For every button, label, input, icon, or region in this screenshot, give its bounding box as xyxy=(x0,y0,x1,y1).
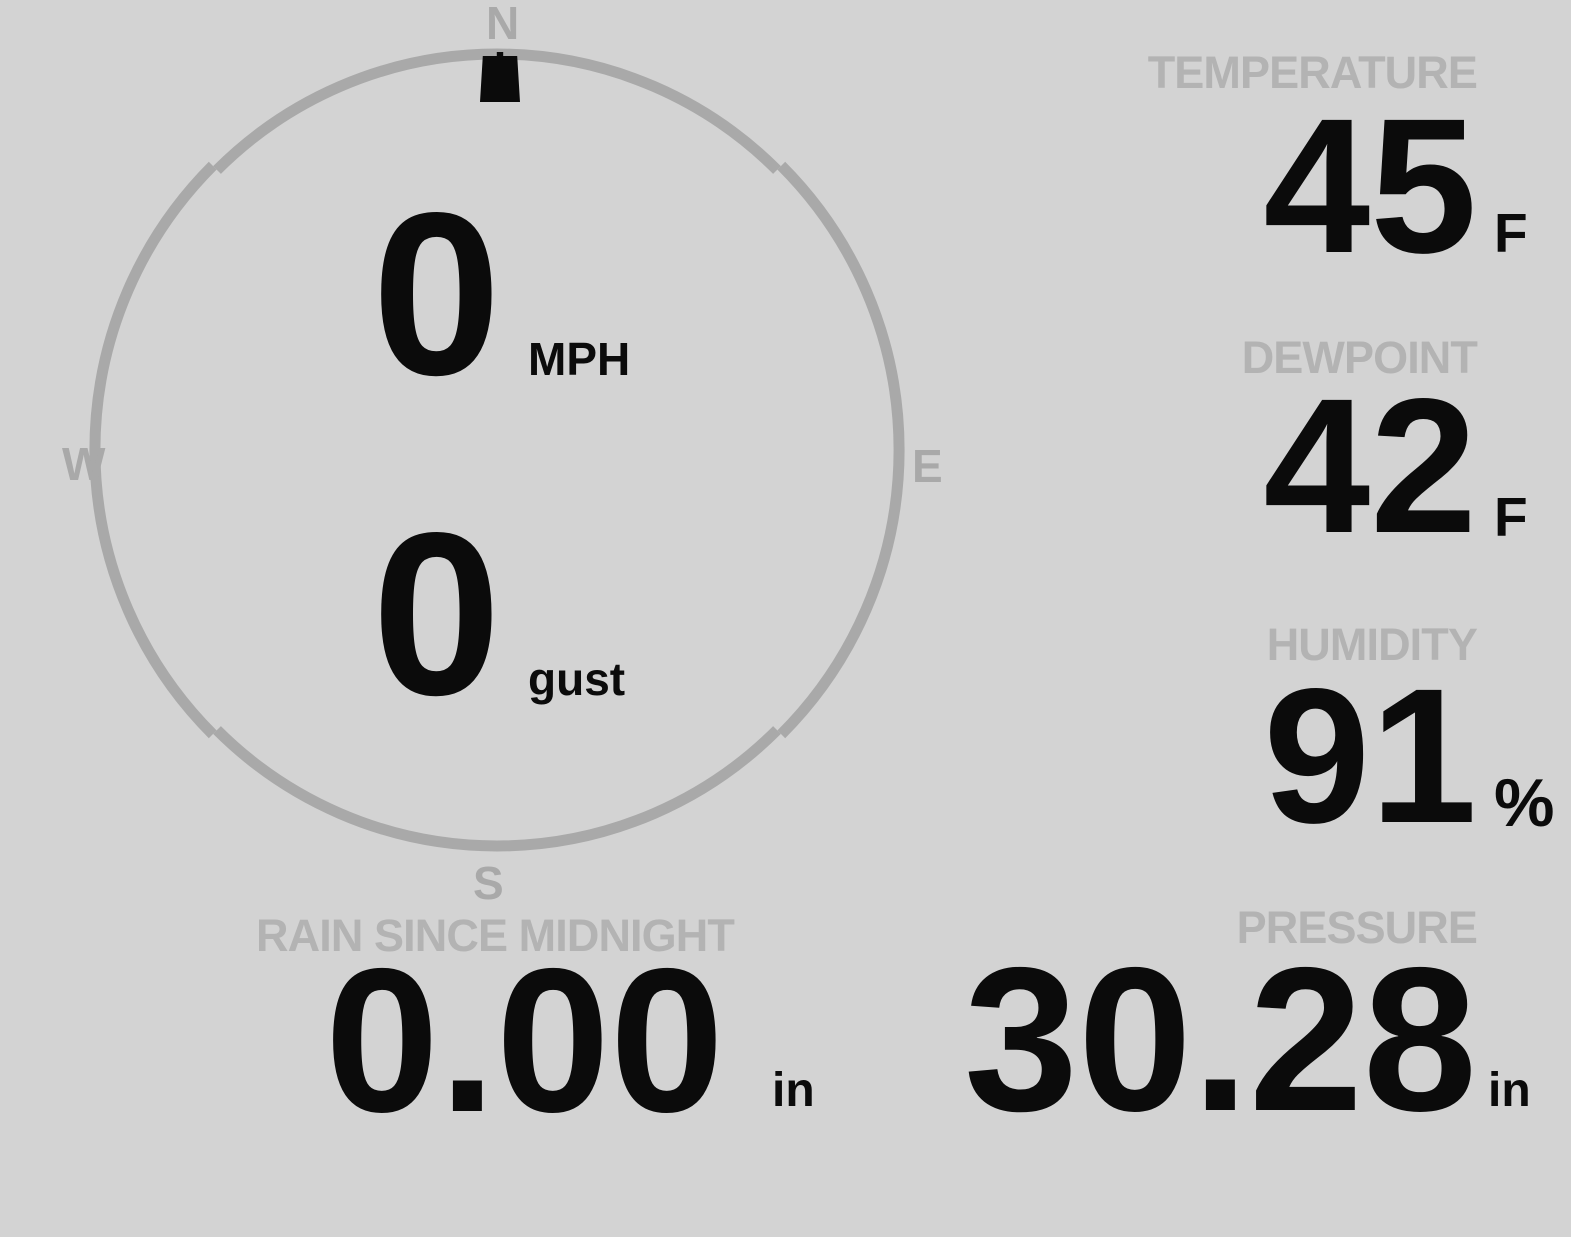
humidity-unit: % xyxy=(1494,765,1555,841)
temperature-unit: F xyxy=(1494,202,1528,264)
compass-east-label: E xyxy=(912,440,943,492)
compass-west-label: W xyxy=(62,438,106,490)
pressure-label: PRESSURE xyxy=(1236,902,1478,953)
wind-direction-marker xyxy=(480,52,520,102)
dewpoint-unit: F xyxy=(1494,486,1528,548)
temperature-label: TEMPERATURE xyxy=(1147,47,1478,98)
dewpoint-label: DEWPOINT xyxy=(1241,332,1478,383)
compass-north-label: N xyxy=(486,0,520,49)
wind-gust-unit: gust xyxy=(528,653,626,705)
humidity-label: HUMIDITY xyxy=(1266,619,1478,670)
temperature-value: 45 xyxy=(1263,78,1477,293)
pressure-unit: in xyxy=(1488,1064,1531,1117)
compass-south-label: S xyxy=(473,857,504,909)
humidity-value: 91 xyxy=(1263,648,1477,863)
wind-speed-unit: MPH xyxy=(528,333,631,385)
pressure-value: 30.28 xyxy=(963,925,1477,1154)
rain-unit: in xyxy=(772,1064,815,1117)
wind-gust-value: 0 xyxy=(372,485,502,744)
rain-label: RAIN SINCE MIDNIGHT xyxy=(256,910,735,961)
rain-value: 0.00 xyxy=(325,926,724,1155)
wind-speed-value: 0 xyxy=(372,165,502,424)
dewpoint-value: 42 xyxy=(1263,358,1477,573)
wind-compass-ring xyxy=(89,48,905,852)
